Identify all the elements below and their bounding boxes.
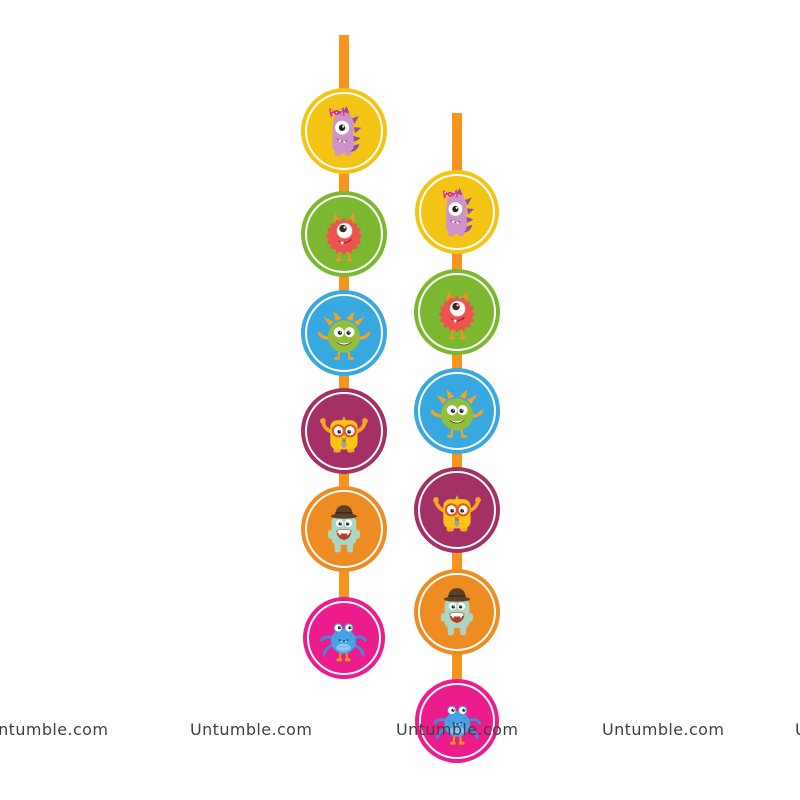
teal-bowler-monster-icon (426, 580, 488, 644)
red-furry-monster-icon (426, 280, 488, 344)
badge-white-ring (305, 294, 383, 372)
untumble-watermark: Untumble.com (602, 720, 725, 739)
badge-white-ring (305, 490, 383, 568)
teal-bowler-monster-icon (313, 497, 375, 561)
yellow-square-monster-icon (426, 478, 488, 542)
badge-green-horned-monster (414, 368, 500, 454)
badge-purple-dino-monster (415, 170, 499, 254)
badge-white-ring (305, 392, 383, 470)
badge-white-ring (419, 174, 495, 250)
badge-blue-spider-monster (415, 679, 499, 763)
purple-dino-monster-icon (313, 99, 375, 163)
badge-white-ring (305, 92, 383, 170)
badge-purple-dino-monster (301, 88, 387, 174)
badge-white-ring (418, 471, 496, 549)
untumble-watermark: Untumble.com (0, 720, 109, 739)
badge-teal-bowler-monster (414, 569, 500, 655)
untumble-watermark: Untumble.com (190, 720, 313, 739)
badge-white-ring (418, 573, 496, 651)
purple-dino-monster-icon (427, 181, 487, 243)
badge-white-ring (307, 601, 381, 675)
green-horned-monster-icon (426, 379, 488, 443)
badge-yellow-square-monster (414, 467, 500, 553)
badge-white-ring (419, 683, 495, 759)
badge-green-horned-monster (301, 290, 387, 376)
untumble-watermark: Untumble.com (795, 722, 800, 738)
badge-white-ring (418, 372, 496, 450)
badge-white-ring (418, 273, 496, 351)
badge-white-ring (305, 195, 383, 273)
badge-yellow-square-monster (301, 388, 387, 474)
badge-teal-bowler-monster (301, 486, 387, 572)
green-horned-monster-icon (313, 301, 375, 365)
untumble-watermark: Untumble.com (396, 720, 519, 739)
yellow-square-monster-icon (313, 399, 375, 463)
badge-red-furry-monster (301, 191, 387, 277)
blue-spider-monster-icon (314, 608, 373, 669)
red-furry-monster-icon (313, 202, 375, 266)
badge-red-furry-monster (414, 269, 500, 355)
badge-blue-spider-monster (303, 597, 385, 679)
